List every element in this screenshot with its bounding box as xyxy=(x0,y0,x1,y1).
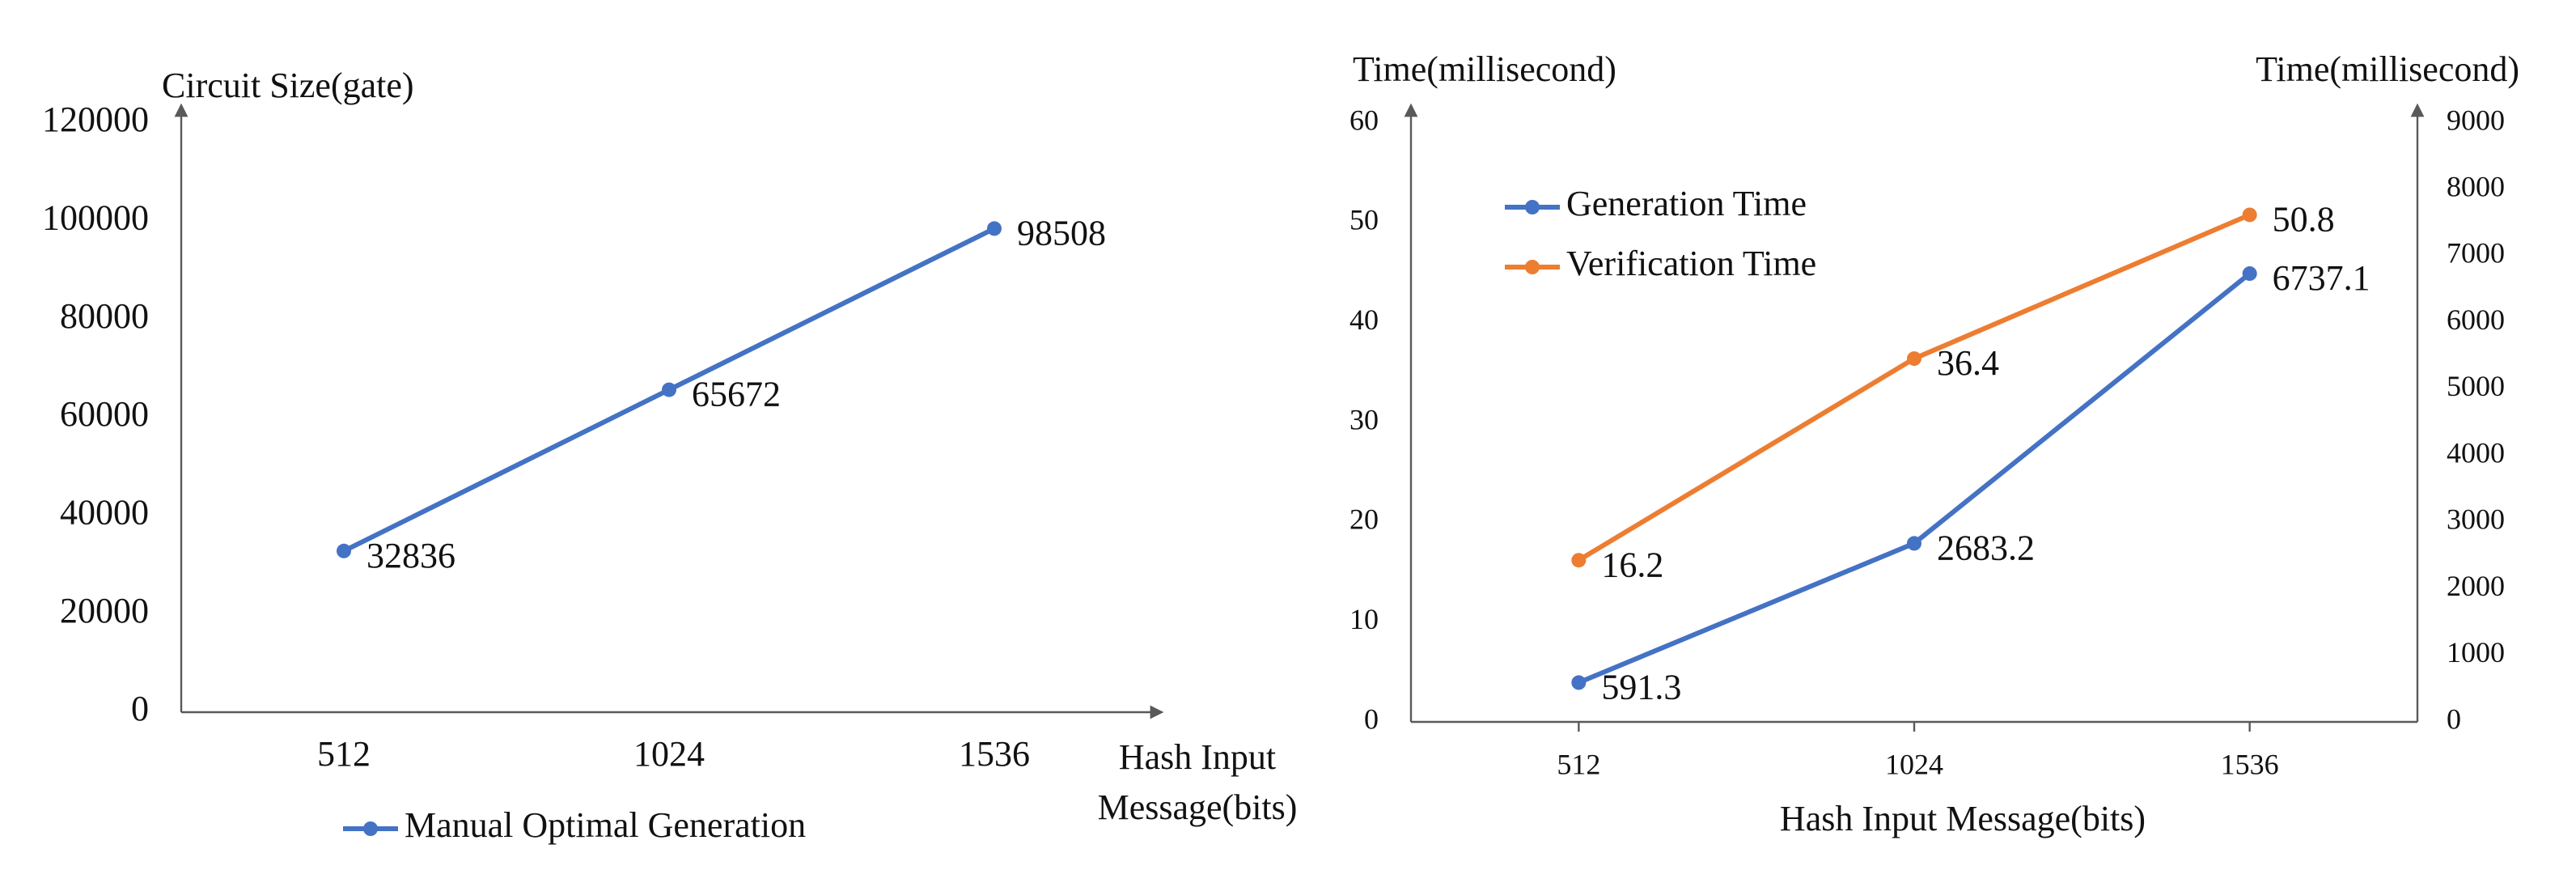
data-label: 16.2 xyxy=(1601,545,1663,584)
legend-label: Manual Optimal Generation xyxy=(405,805,806,845)
y-tick-label: 0 xyxy=(131,689,149,728)
x-tick-label: 1536 xyxy=(2221,748,2279,780)
data-label: 2683.2 xyxy=(1937,528,2035,567)
data-point xyxy=(337,543,351,558)
y-tick-label: 40000 xyxy=(60,492,149,532)
data-point xyxy=(987,221,1002,236)
x-axis-label: Hash Input xyxy=(1119,737,1276,777)
data-label: 50.8 xyxy=(2273,200,2335,240)
y-tick-label: 0 xyxy=(1364,702,1379,735)
x-tick-label: 512 xyxy=(317,734,371,774)
data-label: 65672 xyxy=(692,375,781,414)
legend-label: Verification Time xyxy=(1566,244,1816,283)
data-label: 98508 xyxy=(1017,213,1106,253)
legend-marker xyxy=(1525,260,1540,274)
data-label: 6737.1 xyxy=(2273,258,2371,298)
x-tick-label: 1024 xyxy=(1885,748,1943,780)
y-tick-label: 120000 xyxy=(42,100,149,139)
y-tick-label: 50 xyxy=(1349,204,1379,236)
y2-tick-label: 5000 xyxy=(2447,370,2505,402)
data-label: 32836 xyxy=(366,536,455,575)
y-tick-label: 20000 xyxy=(60,591,149,630)
y-tick-label: 10 xyxy=(1349,603,1379,635)
x-axis-label: Hash Input Message(bits) xyxy=(1780,799,2146,838)
data-point xyxy=(2242,207,2257,223)
y2-tick-label: 7000 xyxy=(2447,237,2505,269)
y2-tick-label: 9000 xyxy=(2447,104,2505,136)
legend-label: Generation Time xyxy=(1566,184,1807,223)
series-line xyxy=(1578,271,2252,685)
y2-tick-label: 0 xyxy=(2447,702,2461,735)
x-tick-label: 512 xyxy=(1557,748,1600,780)
legend-marker xyxy=(363,821,378,836)
y-tick-label: 80000 xyxy=(60,296,149,336)
y2-tick-label: 3000 xyxy=(2447,503,2505,536)
y-tick-label: 60000 xyxy=(60,394,149,434)
data-point xyxy=(662,382,676,397)
data-point xyxy=(1907,536,1921,551)
y2-tick-label: 2000 xyxy=(2447,570,2505,602)
data-point xyxy=(1907,351,1921,367)
x-axis-label: Message(bits) xyxy=(1098,787,1298,827)
data-point xyxy=(1571,675,1587,690)
y-tick-label: 30 xyxy=(1349,403,1379,435)
x-tick-label: 1024 xyxy=(633,734,705,774)
y-axis-label: Circuit Size(gate) xyxy=(162,66,414,105)
y-tick-label: 40 xyxy=(1349,303,1379,336)
y-axis-label: Time(millisecond) xyxy=(1353,49,1616,89)
y-tick-label: 100000 xyxy=(42,197,149,237)
y-tick-label: 20 xyxy=(1349,503,1379,536)
data-label: 36.4 xyxy=(1937,343,1999,383)
y2-axis-label: Time(millisecond) xyxy=(2256,49,2519,89)
y2-tick-label: 6000 xyxy=(2447,303,2505,336)
legend-marker xyxy=(1525,200,1540,214)
data-point xyxy=(1571,553,1587,568)
y2-tick-label: 4000 xyxy=(2447,436,2505,469)
y2-tick-label: 1000 xyxy=(2447,636,2505,668)
data-point xyxy=(2242,266,2257,282)
y-tick-label: 60 xyxy=(1349,104,1379,136)
x-tick-label: 1536 xyxy=(959,734,1030,774)
y2-tick-label: 8000 xyxy=(2447,170,2505,202)
data-label: 591.3 xyxy=(1601,667,1681,707)
